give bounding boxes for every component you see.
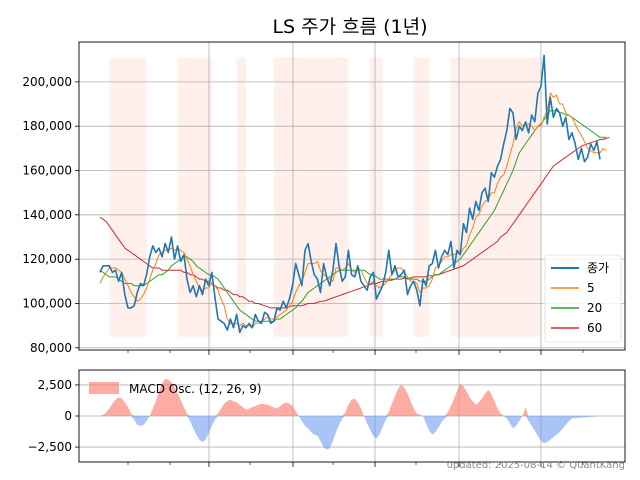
price-tick-label: 180,000 (22, 119, 72, 133)
legend-label-3: 60 (587, 321, 602, 335)
legend-label-2: 20 (587, 301, 602, 315)
price-legend: 종가 5 20 60 (544, 254, 622, 343)
price-tick-label: 200,000 (22, 75, 72, 89)
shaded-band-6 (450, 57, 541, 337)
shaded-band-2 (236, 57, 246, 337)
price-axes-frame (78, 41, 626, 351)
macd-panel: −2,500 0 2,500 MACD Osc. (12, 26, 9) (28, 369, 626, 467)
macd-tick-label: −2,500 (28, 440, 72, 454)
shaded-band-0 (109, 57, 147, 337)
series-line-ma-60 (99, 136, 610, 309)
macd-tick-label: 2,500 (38, 378, 72, 392)
shaded-band-1 (177, 57, 212, 337)
macd-axes-frame (78, 369, 626, 463)
series-line-close (99, 54, 601, 334)
price-tick-label: 160,000 (22, 164, 72, 178)
shaded-band-5 (413, 57, 430, 337)
price-tick-label: 80,000 (30, 341, 72, 355)
macd-positive-area (100, 378, 600, 416)
price-panel: 80,000 100,000 120,000 140,000 160,000 180,00… (22, 41, 626, 355)
price-tick-label: 100,000 (22, 296, 72, 310)
macd-legend-swatch (89, 382, 119, 394)
legend-label-0: 종가 (587, 261, 609, 275)
shaded-band-3 (273, 57, 349, 337)
price-legend-box (544, 254, 622, 343)
price-tick-label: 120,000 (22, 252, 72, 266)
macd-tick-label: 0 (64, 409, 72, 423)
chart-title: LS 주가 흐름 (1년) (272, 16, 427, 38)
price-tick-label: 140,000 (22, 208, 72, 222)
macd-negative-area (100, 416, 600, 450)
footer-updated-text: updated: 2025-08-14 © QuantKang (447, 460, 625, 471)
macd-legend: MACD Osc. (12, 26, 9) (89, 382, 262, 396)
shaded-band-4 (370, 57, 383, 337)
macd-legend-label: MACD Osc. (12, 26, 9) (129, 382, 262, 396)
series-line-ma-5 (99, 92, 607, 329)
legend-label-1: 5 (587, 281, 595, 295)
